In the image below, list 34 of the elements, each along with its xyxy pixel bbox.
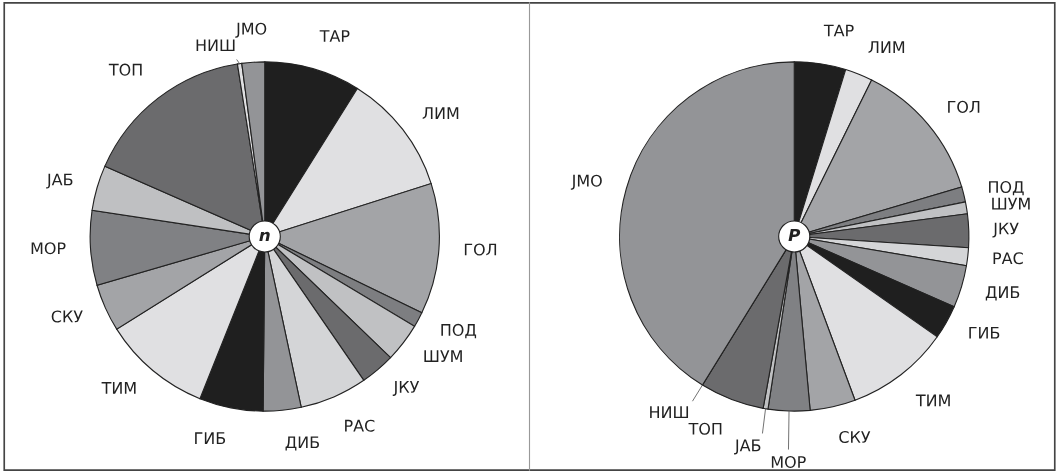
slice-label: МОР	[771, 455, 806, 469]
slice-label: ЈАБ	[46, 173, 73, 189]
slice-label: РАС	[993, 252, 1023, 265]
slice-label: ТОП	[688, 422, 722, 435]
slice-label: МОР	[31, 242, 66, 255]
slice-label: ШУМ	[992, 197, 1030, 210]
slice-label: НИШ	[196, 39, 235, 52]
slice-label: ГИБ	[195, 432, 226, 444]
slice-label: ГОЛ	[464, 243, 497, 256]
slice-label: СКУ	[51, 310, 83, 323]
legend-label: НИШ	[650, 406, 689, 419]
slice-label: ДИБ	[285, 436, 319, 451]
slice-label: ПОД	[989, 181, 1024, 196]
slice-label: ЛИМ	[868, 41, 905, 53]
slice-label: ТАР	[319, 30, 350, 42]
slice-label: ТАР	[823, 24, 854, 37]
slice-label: ЈКУ	[392, 381, 420, 396]
slice-label: РАС	[345, 419, 375, 432]
slice-label: ГИБ	[969, 326, 1000, 339]
text: n	[259, 231, 270, 242]
slice-label: ШУМ	[424, 350, 462, 362]
text: P	[788, 228, 801, 242]
slice-label: ТИМ	[101, 382, 136, 394]
slice-label: ДИБ	[985, 286, 1020, 301]
slice-label: ЈМО	[235, 22, 267, 38]
slice-label: ЛИМ	[422, 107, 459, 119]
slice-label: ГОЛ	[948, 100, 980, 113]
slice-label: ЈКУ	[992, 222, 1019, 238]
slice-label: СКУ	[839, 430, 871, 444]
slice-label: ПОД	[441, 323, 477, 339]
slice-label: ЈМО	[570, 174, 602, 190]
slice-label: ТИМ	[915, 394, 950, 407]
slice-label: ТОП	[108, 63, 142, 76]
slice-label: ЈАБ	[734, 439, 761, 455]
